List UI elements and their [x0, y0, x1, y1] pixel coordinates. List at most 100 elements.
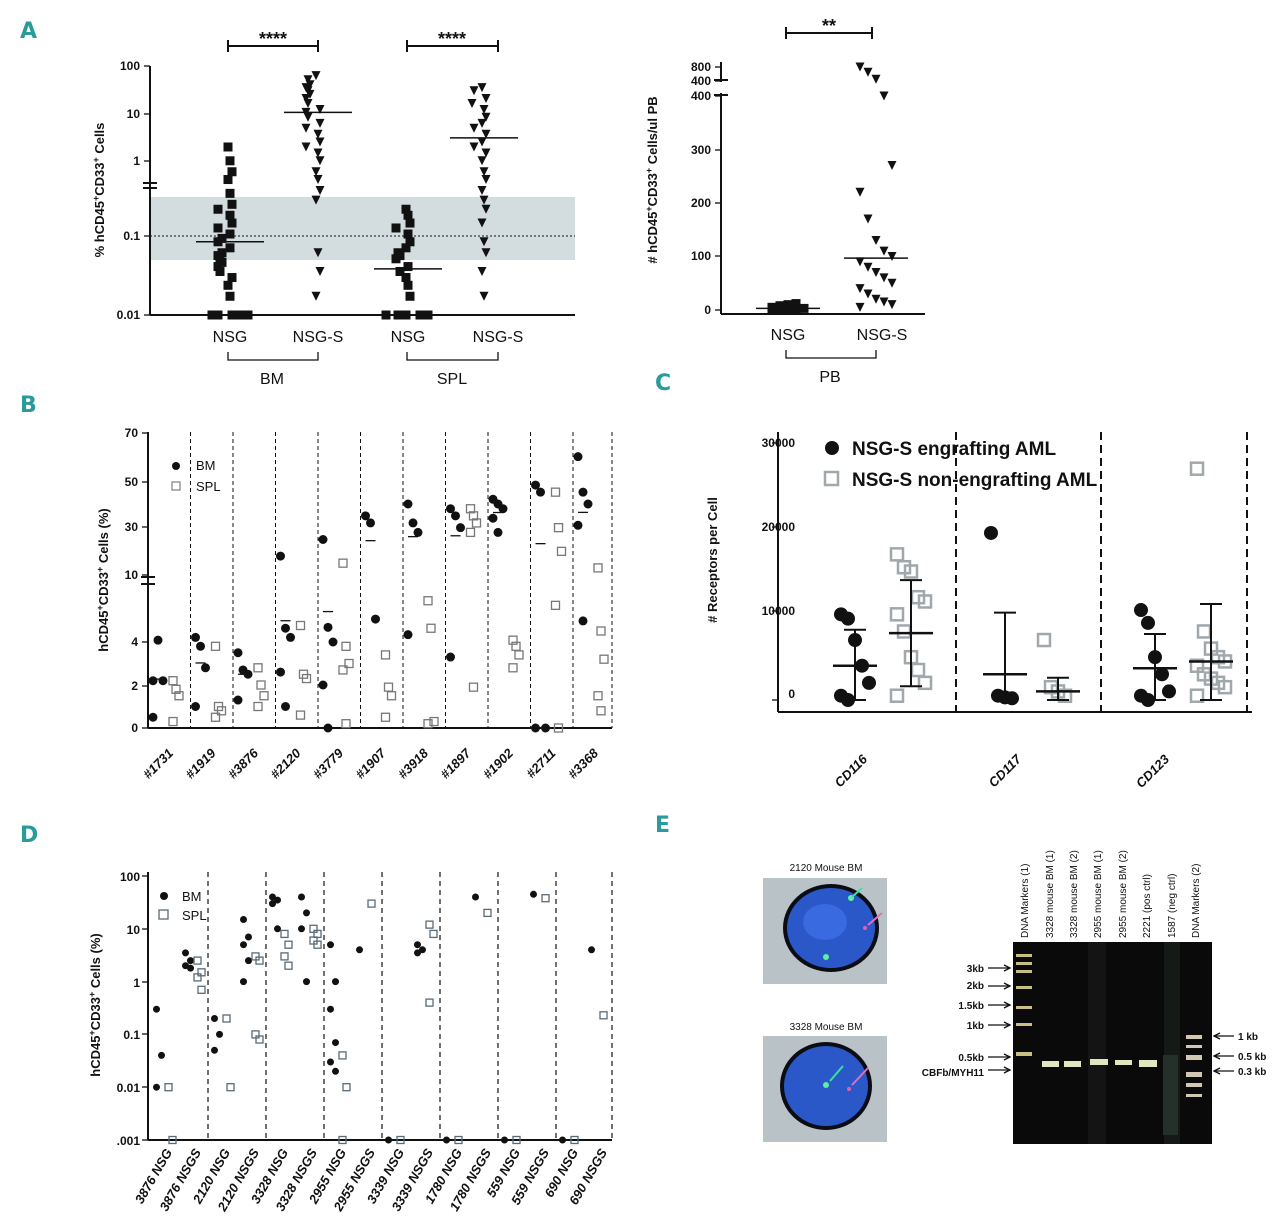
a-left-point — [403, 229, 413, 239]
b-spl-point — [468, 511, 479, 521]
d-bm-point — [501, 1136, 508, 1144]
d-bm-point — [240, 978, 247, 986]
b-x-labels: #1731 #1919 #3876 #2120 #3779 #1907 #3918 #1897… — [140, 745, 602, 782]
a-left-point — [481, 112, 491, 122]
a-left-point — [481, 204, 491, 214]
a-left-point — [395, 266, 405, 276]
panel-a-left-marks — [196, 71, 518, 320]
d-bm-point — [298, 925, 305, 933]
b-bm-point — [281, 702, 290, 711]
a-left-point — [311, 167, 321, 177]
a-left-point — [313, 248, 323, 258]
c-nonengrafting-point — [889, 547, 905, 562]
b-dividers — [190, 432, 613, 728]
d-bm-point — [153, 1005, 160, 1013]
c-engrafting-point — [1141, 615, 1155, 630]
a-left-point — [477, 83, 487, 93]
a-left-point — [311, 291, 321, 301]
ytick-0.01: 0.01 — [117, 308, 141, 322]
a-left-point — [479, 105, 489, 115]
d-bm-point — [269, 900, 276, 908]
d-ytick-0.1: 0.1 — [123, 1028, 140, 1042]
b-bm-point — [328, 637, 338, 647]
a-left-point — [393, 310, 403, 320]
a-left-point — [481, 248, 491, 258]
c-engrafting-point — [1155, 667, 1169, 682]
d-bm-point — [530, 890, 537, 898]
b-spl-point — [429, 716, 439, 727]
panel-b-chart: 70 50 30 10 4 2 0 hCD45+CD33+ Cells (%) … — [95, 426, 613, 782]
b-bm-point — [153, 635, 163, 645]
a-left-point — [479, 195, 489, 205]
a-right-point — [871, 294, 881, 304]
b-bm-point — [488, 513, 498, 523]
a-left-point — [477, 137, 487, 147]
b-bm-point — [233, 695, 243, 705]
a-left-point — [223, 175, 233, 185]
a-right-point — [855, 62, 865, 72]
b-xlabel: #3779 — [310, 745, 347, 782]
d-spl-point — [197, 985, 206, 994]
b-spl-point — [168, 676, 178, 686]
d-bm-point — [303, 909, 310, 917]
sig-pb: ** — [822, 16, 836, 36]
b-spl-point — [550, 487, 561, 497]
panel-a-right-marks — [756, 62, 908, 315]
b-ytick-30: 30 — [125, 520, 139, 534]
d-spl-point — [168, 1135, 177, 1145]
a-left-point — [469, 142, 479, 152]
ytick-400-top: 400 — [691, 74, 711, 88]
d-bm-point — [414, 941, 421, 949]
b-spl-point — [599, 654, 609, 664]
d-bm-point — [240, 916, 247, 924]
gel-lane-label: 1587 (neg ctrl) — [1167, 874, 1178, 938]
b-bm-point — [318, 535, 328, 544]
d-bm-point — [588, 946, 595, 954]
c-xlabel-cd117: CD117 — [986, 751, 1025, 790]
b-ytick-0: 0 — [131, 721, 138, 735]
c-ytick-20000: 20000 — [762, 520, 796, 534]
b-spl-point — [508, 663, 518, 673]
a-left-point — [405, 291, 415, 301]
a-left-point — [315, 266, 325, 276]
gel-lane-label: DNA Markers (1) — [1020, 864, 1031, 938]
a-left-point — [477, 118, 487, 128]
d-bm-point — [211, 1015, 218, 1023]
b-spl-point — [210, 712, 221, 722]
b-bm-point — [498, 504, 508, 514]
b-spl-point — [556, 546, 567, 556]
d-bm-point — [153, 1083, 160, 1091]
ytick-1: 1 — [133, 154, 140, 168]
b-spl-point — [423, 719, 433, 729]
a-left-point — [381, 310, 391, 320]
d-spl-point — [599, 1011, 608, 1020]
sig-bm: **** — [259, 29, 287, 49]
panel-letter-d: D — [20, 823, 38, 848]
d-bm-point — [303, 978, 310, 986]
ytick-0r: 0 — [704, 303, 711, 317]
b-ytick-10: 10 — [125, 568, 139, 582]
d-bm-point — [240, 941, 247, 949]
b-spl-point — [593, 563, 603, 573]
a-right-point — [879, 246, 889, 256]
d-bm-point — [332, 1039, 339, 1047]
d-bm-point — [327, 941, 334, 949]
d-bm-point — [327, 1058, 334, 1066]
b-legend-spl: SPL — [196, 479, 221, 494]
d-spl-point — [313, 940, 322, 949]
gel-lane-label: 2955 mouse BM (2) — [1118, 850, 1129, 938]
c-nonengrafting-point — [910, 662, 926, 678]
a-right-point — [871, 74, 881, 84]
b-spl-point — [423, 596, 433, 606]
d-bm-point — [245, 933, 252, 941]
a-left-point — [315, 156, 325, 166]
a-right-point — [863, 67, 873, 77]
b-spl-point — [341, 719, 351, 729]
d-bm-point — [356, 946, 363, 954]
a-right-point — [855, 284, 865, 294]
gel-lane-label: 3328 mouse BM (2) — [1069, 850, 1080, 938]
d-spl-point — [193, 956, 202, 965]
b-bm-point — [276, 667, 285, 677]
a-right-point — [783, 304, 793, 314]
a-right-point — [879, 91, 889, 101]
